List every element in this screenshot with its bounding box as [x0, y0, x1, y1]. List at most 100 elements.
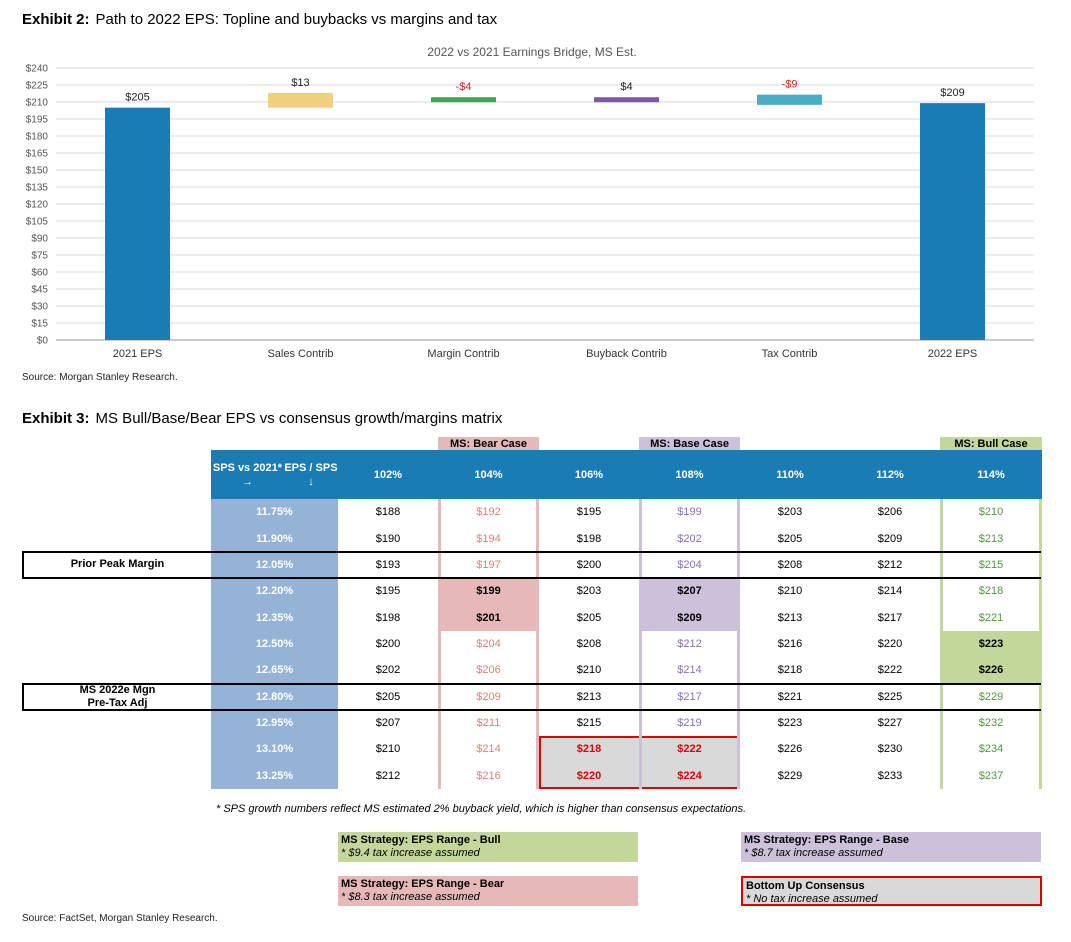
legend-base-title: MS Strategy: EPS Range - Base [744, 834, 910, 846]
matrix-cell: $204 [476, 637, 501, 650]
reference-line [22, 550, 1041, 553]
matrix-header-col: 114% [977, 468, 1005, 481]
matrix-cell: $204 [677, 558, 702, 571]
matrix-cell: $199 [677, 506, 702, 519]
y-tick-label: $90 [31, 234, 48, 245]
matrix-cell: $220 [877, 637, 903, 650]
matrix-cell: $237 [978, 769, 1004, 782]
matrix-cell: $212 [677, 637, 702, 650]
x-tick-label: Tax Contrib [762, 348, 818, 360]
margin-cell: 12.05% [255, 558, 294, 571]
case-label-bear: MS: Bear Case [438, 437, 539, 450]
matrix-cell: $212 [877, 558, 903, 571]
row-label-prior-peak: Prior Peak Margin [70, 558, 165, 571]
margin-cell: 12.95% [255, 717, 294, 730]
header-corner-line: EPS / SPS ↓ [284, 461, 338, 488]
matrix-cell: $216 [476, 769, 501, 782]
matrix-cell: $209 [476, 690, 501, 703]
legend-base: MS Strategy: EPS Range - Base * $8.7 tax… [741, 832, 1041, 862]
matrix-cell: $224 [677, 769, 702, 782]
matrix-cell: $206 [476, 664, 501, 677]
matrix-cell: $214 [476, 743, 501, 756]
matrix-cell: $197 [476, 558, 501, 571]
header-corner-line: SPS vs 2021* → [212, 461, 282, 488]
x-tick-label: 2022 EPS [928, 348, 978, 360]
legend-bull-sub: * $9.4 tax increase assumed [341, 847, 480, 859]
matrix-cell: $218 [978, 585, 1004, 598]
column-border [1039, 499, 1042, 789]
matrix-cell: $210 [777, 585, 803, 598]
matrix-cell: $205 [576, 611, 602, 624]
legend-consensus: Bottom Up Consensus * No tax increase as… [741, 876, 1042, 906]
bar-buyback-contrib [594, 97, 659, 103]
matrix-cell: $216 [777, 637, 803, 650]
matrix-cell: $203 [777, 506, 803, 519]
matrix-cell: $206 [877, 506, 903, 519]
matrix-cell: $234 [978, 743, 1004, 756]
bar-margin-contrib [431, 97, 496, 103]
matrix-cell: $221 [978, 611, 1004, 624]
legend-bear-sub: * $8.3 tax increase assumed [341, 891, 480, 903]
margin-cell: 12.35% [255, 611, 294, 624]
y-tick-label: $45 [31, 285, 48, 296]
legend-bear: MS Strategy: EPS Range - Bear * $8.3 tax… [338, 876, 638, 906]
matrix-cell: $188 [375, 506, 401, 519]
matrix-cell: $229 [777, 769, 803, 782]
reference-box-edge [22, 551, 24, 579]
matrix-cell: $229 [978, 690, 1004, 703]
matrix-cell: $200 [576, 558, 602, 571]
y-tick-label: $165 [26, 149, 49, 160]
margin-cell: 11.90% [256, 532, 293, 545]
matrix-cell: $218 [777, 664, 803, 677]
legend-base-sub: * $8.7 tax increase assumed [744, 847, 883, 859]
matrix-cell: $217 [877, 611, 903, 624]
y-tick-label: $75 [31, 251, 48, 262]
exhibit3-source: Source: FactSet, Morgan Stanley Research… [22, 913, 218, 924]
data-label: $205 [125, 92, 149, 104]
matrix-cell: $214 [677, 664, 702, 677]
data-label: $13 [291, 77, 309, 89]
data-label: $209 [940, 87, 964, 99]
column-border [940, 499, 943, 789]
chart-gridlines [56, 67, 1034, 341]
margin-cell: 13.10% [255, 743, 294, 756]
matrix-cell: $225 [877, 690, 903, 703]
matrix-cell: $200 [375, 637, 401, 650]
matrix-header-col: 102% [373, 468, 403, 481]
column-border [438, 499, 441, 789]
matrix-cell: $208 [576, 637, 602, 650]
matrix-cell: $212 [375, 769, 401, 782]
matrix-header-band [211, 450, 1042, 499]
matrix-cell: $218 [576, 743, 602, 756]
matrix-cell: $208 [777, 558, 803, 571]
matrix-cell: $232 [978, 717, 1004, 730]
matrix-cell: $203 [576, 585, 602, 598]
matrix-header-col: 106% [574, 468, 604, 481]
exhibit2-title-text: Path to 2022 EPS: Topline and buybacks v… [95, 11, 498, 28]
matrix-cell: $201 [476, 611, 501, 624]
margin-cell: 12.20% [255, 585, 294, 598]
row-label-ms-2022e: MS 2022e Mgn Pre-Tax Adj [24, 684, 211, 710]
matrix-cell: $207 [677, 585, 702, 598]
matrix-cell: $207 [375, 717, 401, 730]
matrix-cell: $222 [677, 743, 702, 756]
y-tick-label: $105 [26, 217, 49, 228]
case-label-base: MS: Base Case [639, 437, 740, 450]
margin-column [211, 499, 338, 789]
case-label-bull: MS: Bull Case [940, 437, 1042, 450]
matrix-cell: $226 [978, 664, 1004, 677]
matrix-cell: $227 [877, 717, 903, 730]
matrix-cell: $215 [978, 558, 1004, 571]
bear-shade [438, 578, 539, 631]
exhibit2-title: Exhibit 2: Path to 2022 EPS: Topline and … [22, 11, 497, 28]
matrix-header-col: 110% [776, 468, 804, 481]
y-tick-label: $240 [26, 64, 49, 75]
y-tick-label: $180 [26, 132, 49, 143]
chart-data-labels: $205 $13 -$4 $4 -$9 $209 [125, 77, 964, 104]
matrix-cell: $192 [476, 506, 501, 519]
x-tick-label: Margin Contrib [427, 348, 499, 360]
exhibit2-label: Exhibit 2: [22, 11, 90, 28]
consensus-shade [539, 736, 740, 789]
row-label-line: MS 2022e Mgn [79, 683, 156, 696]
x-tick-label: Sales Contrib [267, 348, 333, 360]
